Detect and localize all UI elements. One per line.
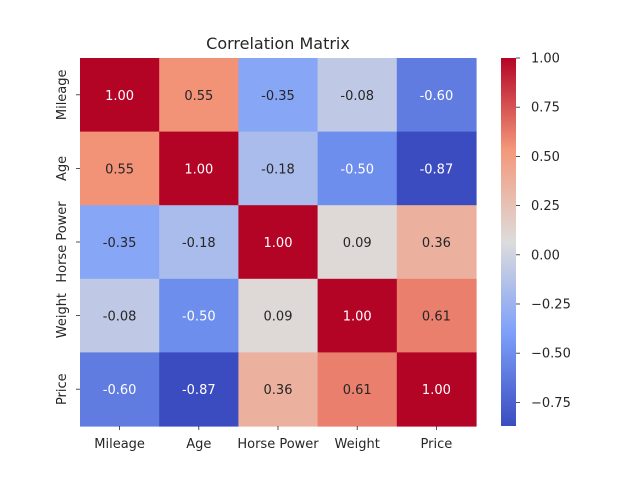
heatmap-cell-mileage-age: [159, 58, 239, 133]
y-tick-label-age: Age: [55, 156, 70, 181]
cell-label-weight-price: 0.61: [422, 310, 451, 325]
colorbar-tick-label: 0.75: [531, 101, 560, 116]
colorbar-tick-label: −0.75: [531, 396, 571, 411]
cell-label-mileage-price: -0.60: [420, 89, 454, 104]
cell-label-price-price: 1.00: [422, 383, 451, 398]
heatmap-cell-age-price: [396, 131, 477, 206]
x-tick-label-horse-power: Horse Power: [237, 437, 319, 452]
cell-label-age-price: -0.87: [420, 162, 454, 177]
heatmap-cell-mileage-weight: [317, 58, 398, 133]
colorbar-tick-label: 0.50: [531, 150, 560, 165]
colorbar-tick-label: 0.25: [531, 199, 560, 214]
heatmap-cell-mileage-mileage: [80, 58, 160, 133]
cell-label-weight-age: -0.50: [182, 310, 216, 325]
x-tick-label-age: Age: [186, 437, 211, 452]
cell-label-price-weight: 0.61: [343, 383, 372, 398]
cell-label-mileage-age: 0.55: [184, 89, 213, 104]
heatmap-cell-price-horse-power: [238, 352, 319, 427]
cell-label-age-horse-power: -0.18: [261, 162, 295, 177]
cell-label-horse-power-age: -0.18: [182, 236, 216, 251]
colorbar: 1.00 0.75 0.50 0.25 0.00 −0.25 −0.50 −0.75: [501, 52, 571, 426]
x-tick-label-mileage: Mileage: [94, 437, 145, 452]
heatmap-cell-price-age: [159, 352, 239, 427]
cell-label-age-weight: -0.50: [340, 162, 374, 177]
cell-label-price-age: -0.87: [182, 383, 216, 398]
heatmap-cell-weight-weight: [317, 278, 398, 353]
colorbar-tick-label: 1.00: [531, 52, 560, 67]
heatmap-cell-horse-power-horse-power: [238, 205, 319, 280]
cell-label-weight-horse-power: 0.09: [264, 310, 293, 325]
cell-label-weight-weight: 1.00: [343, 310, 372, 325]
heatmap-cell-weight-horse-power: [238, 278, 319, 353]
y-tick-label-weight: Weight: [55, 293, 70, 338]
chart-title: Correlation Matrix: [206, 34, 350, 53]
cell-label-mileage-mileage: 1.00: [105, 89, 134, 104]
x-tick-label-price: Price: [421, 437, 453, 452]
heatmap-cell-age-horse-power: [238, 131, 319, 206]
colorbar-tick-label: 0.00: [531, 248, 560, 263]
cell-label-weight-mileage: -0.08: [103, 310, 137, 325]
colorbar-gradient: [501, 58, 516, 426]
colorbar-tick-label: −0.50: [531, 347, 571, 362]
cell-label-age-age: 1.00: [184, 162, 213, 177]
cell-label-horse-power-price: 0.36: [422, 236, 451, 251]
cell-label-age-mileage: 0.55: [105, 162, 134, 177]
heatmap-cell-age-mileage: [80, 131, 160, 206]
cell-label-mileage-weight: -0.08: [340, 89, 374, 104]
cell-label-mileage-horse-power: -0.35: [261, 89, 295, 104]
x-tick-label-weight: Weight: [335, 437, 380, 452]
heatmap-cell-price-mileage: [80, 352, 160, 427]
heatmap-cell-mileage-horse-power: [238, 58, 319, 133]
heatmap-cell-price-weight: [317, 352, 398, 427]
cell-label-horse-power-mileage: -0.35: [103, 236, 137, 251]
heatmap-cell-weight-age: [159, 278, 239, 353]
cell-label-price-mileage: -0.60: [103, 383, 137, 398]
heatmap-cell-weight-price: [396, 278, 477, 353]
heatmap-cell-horse-power-age: [159, 205, 239, 280]
cell-label-price-horse-power: 0.36: [264, 383, 293, 398]
colorbar-ticks: 1.00 0.75 0.50 0.25 0.00 −0.25 −0.50 −0.75: [516, 52, 571, 411]
heatmap-cell-price-price: [396, 352, 477, 427]
heatmap-cell-weight-mileage: [80, 278, 160, 353]
heatmap-cell-labels: 1.00 0.55 -0.35 -0.08 -0.60 0.55 1.00 -0.18 -0.5…: [103, 89, 453, 398]
heatmap-cell-age-age: [159, 131, 239, 206]
cell-label-horse-power-horse-power: 1.00: [264, 236, 293, 251]
y-tick-label-mileage: Mileage: [55, 69, 70, 120]
heatmap-cell-age-weight: [317, 131, 398, 206]
y-axis: Mileage Age Horse Power Weight Price: [55, 69, 80, 405]
heatmap-cell-mileage-price: [396, 58, 477, 133]
y-tick-label-price: Price: [55, 373, 70, 405]
x-axis: Mileage Age Horse Power Weight Price: [94, 426, 452, 452]
heatmap-cell-horse-power-price: [396, 205, 477, 280]
y-tick-label-horse-power: Horse Power: [55, 201, 70, 283]
heatmap-cells: [80, 58, 477, 427]
colorbar-tick-label: −0.25: [531, 297, 571, 312]
cell-label-horse-power-weight: 0.09: [343, 236, 372, 251]
heatmap-cell-horse-power-mileage: [80, 205, 160, 280]
heatmap-cell-horse-power-weight: [317, 205, 398, 280]
